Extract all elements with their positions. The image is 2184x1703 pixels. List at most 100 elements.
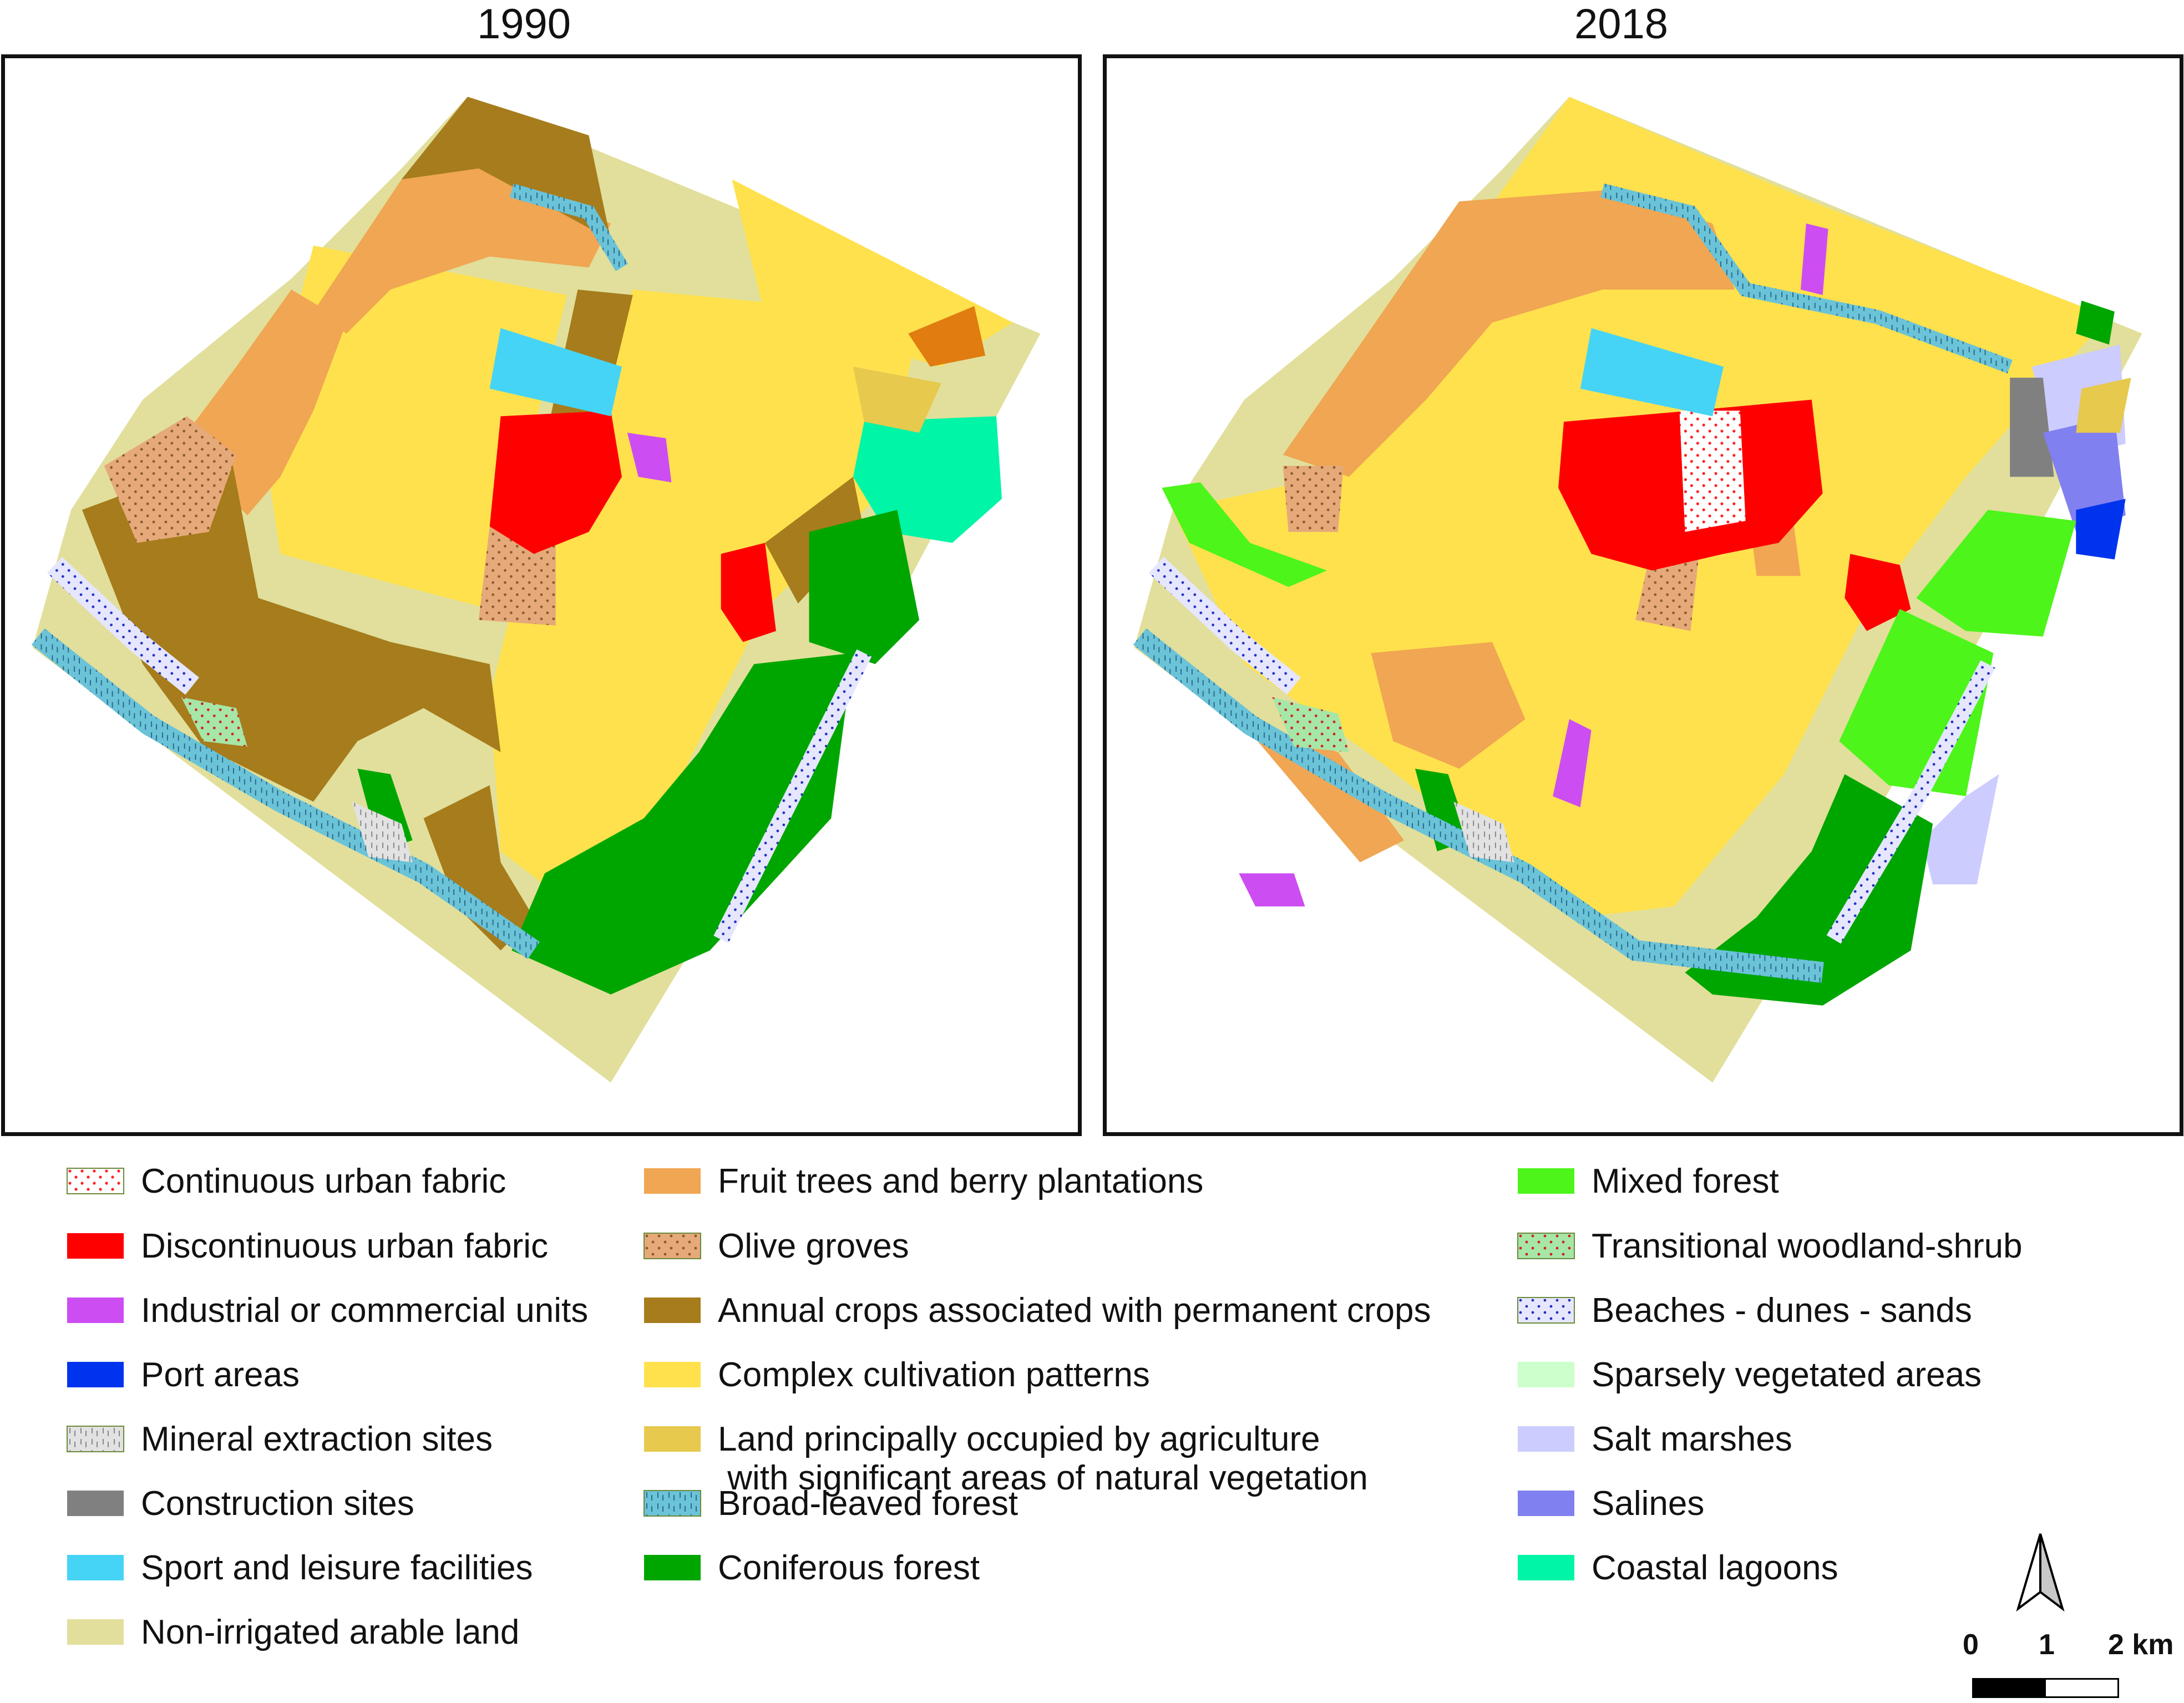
- river-north: [1600, 183, 2013, 374]
- region-mineral-extraction: [352, 802, 413, 863]
- region-mineral-extraction: [1453, 802, 1514, 863]
- map-1990: [1, 54, 1082, 1136]
- legend-swatch: [643, 1233, 701, 1259]
- region-transitional-woodland: [1271, 697, 1349, 752]
- beach-dunes-east: [1826, 660, 1995, 944]
- region-salines: [2043, 416, 2126, 532]
- region-discontinuous-urban: [489, 410, 622, 554]
- region-industrial-sw: [1239, 873, 1305, 906]
- legend-item: Industrial or commercial units: [67, 1291, 588, 1330]
- legend-label: Beaches - dunes - sands: [1592, 1291, 1972, 1330]
- legend-item: Land principally occupied by agriculture…: [643, 1420, 1368, 1497]
- legend-label: Broad-leaved forest: [718, 1484, 1018, 1523]
- legend-item: Transitional woodland-shrub: [1517, 1227, 2023, 1266]
- legend-swatch: [1517, 1490, 1575, 1517]
- legend-item: Discontinuous urban fabric: [67, 1227, 548, 1266]
- region-continuous-urban: [1679, 410, 1746, 532]
- legend-label: Transitional woodland-shrub: [1592, 1227, 2023, 1265]
- region-industrial: [627, 433, 672, 483]
- beach-dunes-east: [713, 649, 872, 944]
- legend-label: Non-irrigated arable land: [141, 1613, 520, 1651]
- north-arrow-icon: [2016, 1533, 2065, 1612]
- legend-item: Construction sites: [67, 1484, 414, 1523]
- legend-label: Sparsely vegetated areas: [1592, 1356, 1982, 1394]
- map-2018: [1103, 54, 2183, 1136]
- legend-item: Salt marshes: [1517, 1420, 1792, 1459]
- region-agri-natural: [2076, 377, 2131, 433]
- map-2018-canvas: [1133, 97, 2142, 1083]
- scale-tick-0: 0: [1963, 1629, 1979, 1661]
- legend-swatch: [67, 1554, 124, 1581]
- region-fruit-trees-s: [1239, 719, 1405, 863]
- region-fruit-trees-n: [313, 163, 611, 334]
- legend-label: Continuous urban fabric: [141, 1162, 506, 1200]
- legend-label: Mineral extraction sites: [141, 1420, 493, 1458]
- legend-label: Salt marshes: [1592, 1420, 1792, 1458]
- legend-swatch: [643, 1490, 701, 1517]
- legend-swatch: [67, 1490, 124, 1517]
- legend-label: Construction sites: [141, 1484, 414, 1523]
- legend-swatch: [1517, 1426, 1575, 1452]
- region-mixed-forest-se: [1839, 609, 1994, 797]
- legend-label: Salines: [1592, 1484, 1705, 1523]
- legend-item: Beaches - dunes - sands: [1517, 1291, 1972, 1330]
- region-transitional-woodland: [181, 697, 247, 747]
- region-sport-leisure: [489, 328, 622, 417]
- legend-label: Fruit trees and berry plantations: [718, 1162, 1204, 1200]
- legend-swatch: [67, 1426, 124, 1452]
- region-coniferous-forest-se: [1685, 774, 1933, 1006]
- map-1990-canvas: [31, 97, 1041, 1083]
- legend-item: Mineral extraction sites: [67, 1420, 493, 1459]
- legend-swatch: [1517, 1233, 1575, 1259]
- legend-label: Discontinuous urban fabric: [141, 1227, 549, 1265]
- legend-item: Sparsely vegetated areas: [1517, 1356, 1982, 1395]
- legend-swatch: [1517, 1168, 1575, 1194]
- region-agri-natural: [853, 366, 941, 433]
- legend-item: Olive groves: [643, 1227, 909, 1266]
- legend-label: Industrial or commercial units: [141, 1291, 589, 1330]
- legend-label: Complex cultivation patterns: [718, 1356, 1150, 1394]
- region-discontinuous-urban-e: [1845, 554, 1911, 631]
- region-discontinuous-urban-e: [721, 543, 776, 642]
- legend-item: Annual crops associated with permanent c…: [643, 1291, 1431, 1330]
- legend-swatch: [643, 1297, 701, 1324]
- legend-swatch: [643, 1554, 701, 1581]
- region-annual-crops-main: [82, 454, 501, 802]
- region-mixed-forest-w: [1162, 482, 1327, 587]
- legend-swatch: [643, 1426, 701, 1452]
- legend-item: Sport and leisure facilities: [67, 1549, 533, 1588]
- region-coniferous-forest-e: [809, 510, 920, 665]
- legend-item: Continuous urban fabric: [67, 1162, 506, 1201]
- region-sport-leisure: [1580, 328, 1724, 417]
- map-title-2018: 2018: [1574, 1, 1669, 48]
- region-annual-crops-sw: [423, 785, 534, 951]
- legend-item: Broad-leaved forest: [643, 1484, 1018, 1523]
- region-fruit-orange-ne: [908, 306, 986, 367]
- legend-swatch: [1517, 1554, 1575, 1581]
- legend-item: Salines: [1517, 1484, 1704, 1523]
- legend-swatch: [643, 1361, 701, 1388]
- scale-tick-2: 2 km: [2108, 1629, 2174, 1661]
- legend-label: Land principally occupied by agriculture…: [718, 1420, 1368, 1497]
- legend-label: Annual crops associated with permanent c…: [718, 1291, 1431, 1330]
- region-coniferous-forest-ne: [2076, 300, 2115, 345]
- region-olive-groves-w: [104, 416, 236, 543]
- region-fruit-trees-sw: [1371, 642, 1526, 769]
- legend-item: Coastal lagoons: [1517, 1549, 1838, 1588]
- beach-dunes: [47, 556, 199, 695]
- region-industrial-n: [1800, 223, 1828, 295]
- legend-swatch: [643, 1168, 701, 1194]
- legend-item: Fruit trees and berry plantations: [643, 1162, 1203, 1201]
- scale-bar: [1972, 1678, 2119, 1698]
- legend-label: Port areas: [141, 1356, 300, 1394]
- legend-swatch: [67, 1619, 124, 1645]
- legend-label: Coniferous forest: [718, 1549, 980, 1587]
- legend-label: Coastal lagoons: [1592, 1549, 1838, 1587]
- legend-item: Complex cultivation patterns: [643, 1356, 1150, 1395]
- region-olive-groves-w: [1283, 465, 1344, 532]
- legend-item: Port areas: [67, 1356, 300, 1395]
- region-coastal-lagoon: [853, 416, 1002, 543]
- legend-item: Mixed forest: [1517, 1162, 1779, 1201]
- region-mixed-forest-e: [1916, 510, 2076, 637]
- region-salt-marsh-se: [1922, 774, 1999, 885]
